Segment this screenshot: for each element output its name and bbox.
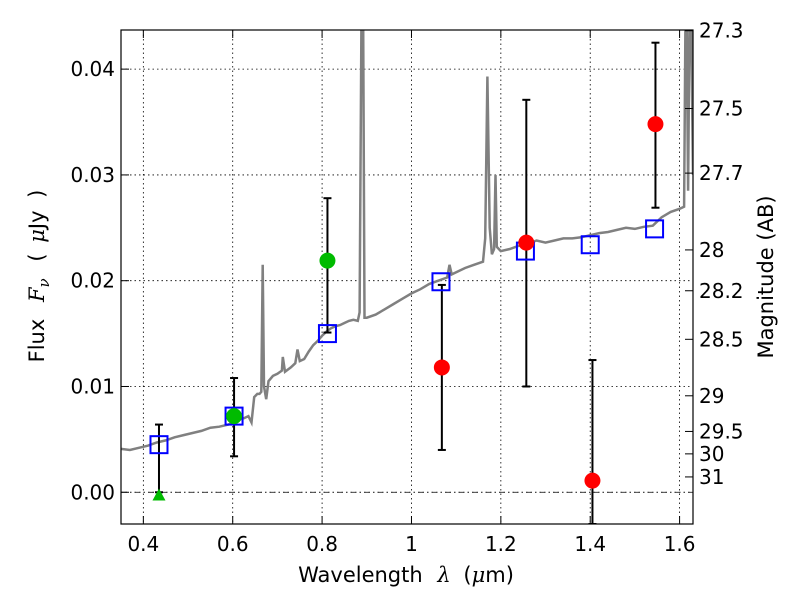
y-tick-label: 0.04: [70, 57, 115, 81]
photometry-marker: [226, 408, 243, 425]
mag-tick-label: 27.5: [699, 96, 744, 120]
mag-tick-label: 30: [699, 442, 724, 466]
mag-tick-label: 28.2: [699, 279, 744, 303]
mag-tick-label: 29.5: [699, 419, 744, 443]
x-tick-label: 1.2: [485, 532, 517, 556]
markers: [149, 116, 665, 501]
model-flux-marker: [317, 324, 337, 344]
error-bars: [154, 41, 660, 524]
x-tick-label: 1.6: [664, 532, 696, 556]
mag-tick-label: 28.5: [699, 327, 744, 351]
photometry-marker: [518, 234, 535, 251]
plot-frame: [120, 29, 694, 525]
y-tick-label: 0.03: [70, 163, 115, 187]
x-tick-label: 1: [405, 532, 418, 556]
photometry-marker: [584, 472, 601, 489]
mag-tick-label: 27.3: [699, 19, 744, 43]
y-tick-label: 0.02: [70, 269, 115, 293]
upper-limit-marker: [152, 488, 166, 501]
y-tick-label: 0.01: [70, 374, 115, 398]
axis-ticks: 0.4 0.6 0.8 1 1.2 1.4 1.6 0.00 0.01 0.02 0.03 0.04 2…: [70, 19, 743, 556]
mag-tick-label: 28: [699, 238, 724, 262]
plot-area: [121, 30, 693, 524]
x-axis-label: Wavelength λ (μm): [298, 563, 514, 587]
mag-tick-label: 31: [699, 465, 724, 489]
photometry-marker: [319, 252, 336, 269]
mag-tick-label: 27.7: [699, 161, 744, 185]
y2-axis-label: Magnitude (AB): [754, 195, 778, 358]
x-tick-label: 1.4: [574, 532, 606, 556]
model-flux-marker: [224, 406, 244, 426]
spectrum-line: [121, 30, 693, 452]
y-tick-label: 0.00: [70, 480, 115, 504]
x-tick-label: 0.8: [306, 532, 338, 556]
photometry-marker: [433, 359, 450, 376]
model-flux-marker: [431, 272, 451, 292]
x-tick-label: 0.4: [127, 532, 159, 556]
model-flux-marker: [149, 435, 169, 455]
mag-tick-label: 29: [699, 384, 724, 408]
model-flux-marker: [580, 235, 600, 255]
x-tick-label: 0.6: [217, 532, 249, 556]
model-flux-marker: [645, 219, 665, 239]
y-axis-label: Flux Fν ( μJy ): [25, 190, 54, 363]
grid-lines: [121, 30, 693, 524]
photometry-marker: [647, 116, 664, 133]
